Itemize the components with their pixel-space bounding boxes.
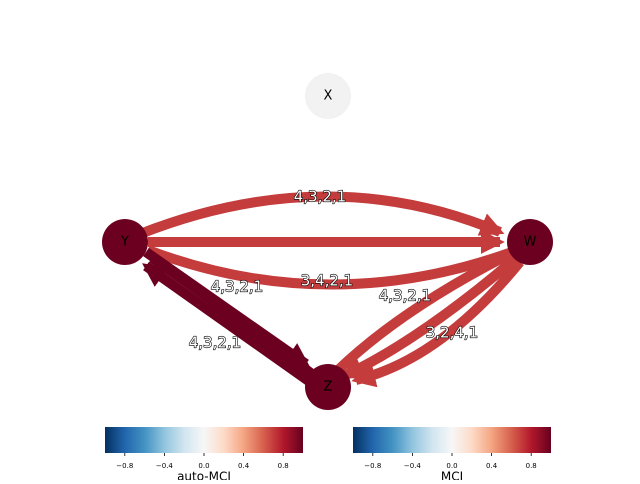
node-label: W [524,235,537,250]
node-label: Z [324,380,333,395]
colorbar-tick-label: 0.8 [526,462,537,470]
colorbar-tick-label: 0.4 [486,462,498,470]
edge-label: 4,3,2,1 [189,334,241,352]
node [507,219,553,265]
edge [142,261,313,387]
node [305,364,351,410]
node-label: X [324,89,333,104]
node [102,219,148,265]
edge [146,245,514,290]
edges [138,191,524,388]
colorbar-label: auto-MCI [177,470,231,481]
edge-label: 4,3,2,1 [379,287,431,305]
colorbar-tick-label: −0.8 [364,462,381,470]
edge-label: 3,4,2,1 [301,272,353,290]
node-label: Y [120,235,129,250]
edge [149,253,315,379]
node [305,73,351,119]
edge-label: 4,3,2,1 [211,278,263,296]
colorbar-tick-label: 0.0 [446,462,457,470]
colorbar-label: MCI [441,470,463,481]
colorbar-tick-label: −0.8 [116,462,133,470]
colorbar [105,427,303,453]
edge [351,258,524,388]
colorbar [353,427,551,453]
colorbar-tick-label: 0.8 [278,462,289,470]
edge-label: 3,2,4,1 [426,324,478,342]
edge-label: 4,3,2,1 [294,188,346,206]
colorbar-tick-label: −0.4 [404,462,422,470]
colorbar-tick-label: 0.0 [198,462,209,470]
edge [138,191,505,239]
edge [332,249,513,376]
colorbar-tick-label: 0.4 [238,462,250,470]
colorbar-tick-label: −0.4 [156,462,174,470]
